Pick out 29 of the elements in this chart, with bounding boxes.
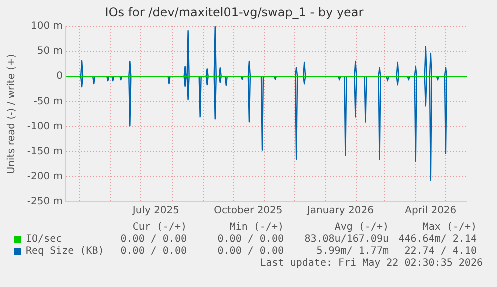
text: Min (-/+) — [230, 221, 284, 234]
x-tick-label: October 2025 — [214, 206, 283, 217]
text: Cur (-/+) — [132, 221, 187, 234]
y-tick-label: -100 m — [27, 121, 63, 132]
legend-label: IO/sec — [26, 233, 62, 246]
text: Avg (-/+) — [334, 221, 389, 234]
text: 0.00 / 0.00 — [120, 233, 187, 246]
x-tick-label: January 2026 — [306, 206, 374, 217]
text: 5.99m/ 1.77m — [316, 245, 389, 258]
text: 0.00 / 0.00 — [218, 233, 284, 246]
y-tick-label: -150 m — [27, 146, 63, 158]
y-tick-label: 50 m — [37, 46, 63, 58]
y-tick-label: 100 m — [30, 20, 63, 32]
y-tick-label: -250 m — [27, 196, 63, 208]
y-tick-label: 0 — [56, 71, 63, 82]
text: 0.00 / 0.00 — [120, 245, 187, 258]
y-axis-title: Units read (-) / write (+) — [6, 54, 18, 174]
x-tick-label: July 2025 — [132, 206, 180, 217]
text: Last update: Fri May 22 02:30:35 2026 — [260, 257, 483, 270]
legend-label: Req Size (KB) — [26, 245, 104, 258]
chart-title: IOs for /dev/maxitel01-vg/swap_1 - by year — [105, 5, 364, 20]
text: 446.64m/ 2.14 — [398, 233, 477, 246]
text: 22.74 / 4.10 — [404, 245, 477, 258]
text: 83.08u/167.09u — [304, 233, 389, 246]
x-tick-label: April 2026 — [405, 206, 457, 217]
y-tick-label: -50 m — [34, 96, 63, 108]
y-tick-label: -200 m — [27, 172, 63, 183]
text: Max (-/+) — [422, 221, 477, 234]
text: 0.00 / 0.00 — [218, 245, 284, 258]
